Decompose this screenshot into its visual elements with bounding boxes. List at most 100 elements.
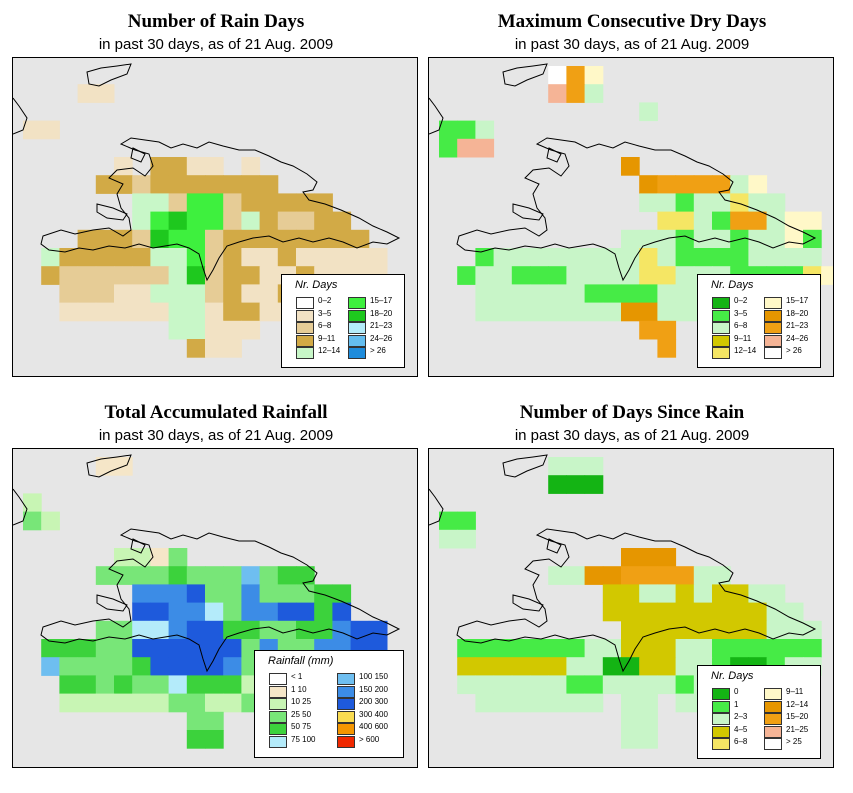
grid-cell xyxy=(296,229,315,249)
grid-cell xyxy=(223,175,242,194)
legend-swatch xyxy=(764,713,782,725)
grid-cell xyxy=(675,675,695,695)
grid-cell xyxy=(511,639,531,658)
grid-cell xyxy=(241,320,261,340)
legend-label: 12–14 xyxy=(734,346,757,355)
grid-cell xyxy=(657,602,677,622)
grid-cell xyxy=(621,639,640,658)
grid-cell xyxy=(223,248,242,267)
panel-title: Number of Rain Days xyxy=(127,11,305,32)
grid-cell xyxy=(475,302,495,322)
grid-cell xyxy=(584,693,604,713)
grid-cell xyxy=(114,693,133,713)
grid-cell xyxy=(205,302,224,322)
grid-cell xyxy=(621,657,640,676)
grid-cell xyxy=(332,602,352,622)
legend-swatch xyxy=(712,347,730,359)
grid-cell xyxy=(259,302,279,322)
grid-cell xyxy=(675,266,695,285)
grid-cell xyxy=(95,693,115,713)
legend-label: 6–8 xyxy=(734,321,748,330)
grid-cell xyxy=(150,639,170,658)
grid-cell xyxy=(784,602,804,622)
grid-cell xyxy=(296,584,315,604)
grid-cell xyxy=(784,211,804,231)
grid-cell xyxy=(566,302,586,322)
grid-cell xyxy=(693,175,713,194)
legend-swatch xyxy=(296,347,314,359)
legend-swatch xyxy=(712,713,730,725)
grid-cell xyxy=(693,566,713,585)
grid-cell xyxy=(584,248,604,267)
grid-cell xyxy=(548,693,567,713)
grid-cell xyxy=(114,639,133,658)
grid-cell xyxy=(95,175,115,194)
grid-cell xyxy=(457,138,476,158)
legend: Nr. Days 0 1 2–3 4–5 6–8 9–11 12–14 15–20 21–25 >… xyxy=(697,665,821,759)
grid-cell xyxy=(602,284,622,304)
grid-cell xyxy=(332,248,352,267)
legend-label: 21–25 xyxy=(786,724,809,734)
grid-cell xyxy=(95,457,115,476)
grid-cell xyxy=(475,120,495,140)
grid-cell xyxy=(114,657,133,676)
island-outline xyxy=(456,137,817,282)
grid-cell xyxy=(530,639,549,658)
coast-outline xyxy=(96,594,128,612)
grid-cell xyxy=(639,548,658,567)
grid-cell xyxy=(150,229,170,249)
legend-label: 3–5 xyxy=(318,308,332,318)
coast-outline xyxy=(13,488,28,526)
legend-swatch xyxy=(712,700,730,713)
grid-cell xyxy=(657,657,677,676)
legend-label: 21–23 xyxy=(786,321,809,330)
grid-cell xyxy=(59,639,79,658)
grid-cell xyxy=(223,566,242,585)
grid-cell xyxy=(114,266,133,285)
grid-cell xyxy=(621,248,640,267)
legend-label: 4–5 xyxy=(734,724,748,734)
grid-cell xyxy=(748,193,768,213)
grid-cell xyxy=(205,248,224,267)
legend-swatch xyxy=(269,735,287,748)
grid-cell xyxy=(693,639,713,658)
grid-cell xyxy=(748,639,768,658)
grid-cell xyxy=(223,584,242,604)
grid-cell xyxy=(602,248,622,267)
grid-cell xyxy=(766,229,786,249)
grid-cell xyxy=(566,266,586,285)
grid-cell xyxy=(350,229,370,249)
legend-swatch xyxy=(296,297,314,309)
legend-swatch xyxy=(712,309,730,322)
grid-cell xyxy=(657,566,677,585)
grid-cell xyxy=(803,211,822,231)
legend-label: 0–2 xyxy=(734,296,748,305)
legend-label: > 26 xyxy=(370,346,386,355)
grid-cell xyxy=(150,566,170,585)
grid-cell xyxy=(730,602,749,622)
grid-cell xyxy=(639,584,658,604)
legend-swatch xyxy=(764,322,782,334)
grid-cell xyxy=(439,120,458,140)
grid-cell xyxy=(41,657,60,676)
grid-cell xyxy=(657,248,677,267)
grid-cell xyxy=(205,584,224,604)
grid-cell xyxy=(186,730,206,749)
grid-cell xyxy=(95,566,115,585)
grid-cell xyxy=(186,639,206,658)
grid-cell xyxy=(602,675,622,695)
grid-cell xyxy=(186,711,206,731)
legend-label: 25 50 xyxy=(291,709,312,719)
grid-cell xyxy=(132,193,151,213)
grid-cell xyxy=(186,566,206,585)
legend-label: 100 150 xyxy=(359,672,388,681)
coast-outline xyxy=(512,203,544,221)
grid-cell xyxy=(602,266,622,285)
grid-cell xyxy=(457,266,476,285)
grid-cell xyxy=(584,284,604,304)
grid-cell xyxy=(23,120,42,140)
grid-cell xyxy=(186,229,206,249)
grid-cell xyxy=(712,639,731,658)
grid-cell xyxy=(277,211,297,231)
grid-cell xyxy=(150,193,170,213)
